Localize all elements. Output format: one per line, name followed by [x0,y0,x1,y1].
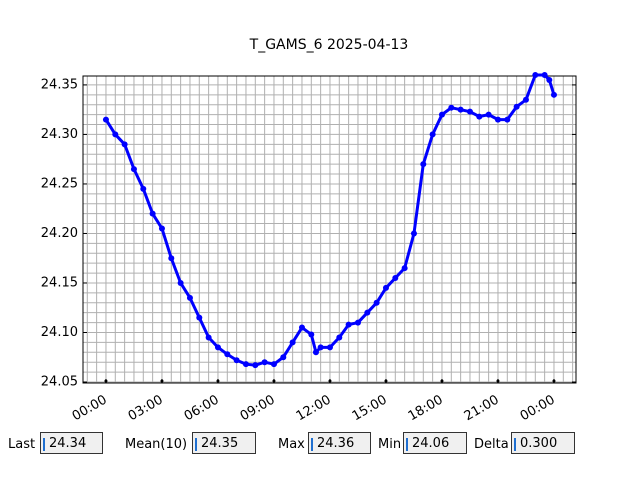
data-point [373,299,380,306]
data-point [252,362,259,369]
data-point [312,349,319,356]
x-tick-dot [440,379,444,383]
plot-frame [82,75,577,384]
data-point [476,113,483,120]
data-point [485,111,492,118]
data-point [354,319,361,326]
data-point [466,108,473,115]
x-tick-dot [272,379,276,383]
x-tick-label: 00:00 [518,393,558,425]
x-tick-dot [216,379,220,383]
data-point [401,265,408,272]
data-point [196,314,203,321]
data-point [280,354,287,361]
data-point [420,161,427,168]
data-point [546,76,553,83]
x-tick-dot [104,379,108,383]
data-point [158,225,165,232]
data-point [261,359,268,366]
data-point [214,344,221,351]
data-point [298,324,305,331]
data-point [494,116,501,123]
data-point [532,72,539,79]
data-point [336,334,343,341]
x-tick-label: 00:00 [70,393,110,425]
x-tick-label: 06:00 [182,393,222,425]
data-point [345,321,352,328]
y-tick-label: 24.15 [41,275,78,290]
stat-label: Delta [474,437,509,452]
stat-field[interactable]: 0.300 [511,432,575,454]
y-tick-label: 24.25 [41,176,78,191]
data-point [233,357,240,364]
data-point [364,309,371,316]
stat-label: Last [8,437,36,452]
data-point [504,116,511,123]
x-tick-label: 12:00 [294,393,334,425]
x-tick-dot [552,379,556,383]
data-point [522,96,529,103]
stat-label: Max [278,437,305,452]
y-tick-label: 24.30 [41,127,78,142]
chart-title: T_GAMS_6 2025-04-13 [249,37,409,53]
x-tick-label: 15:00 [350,393,390,425]
data-point [382,284,389,291]
data-point [224,351,231,358]
data-point [102,116,109,123]
data-point [410,230,417,237]
stat-field[interactable]: 24.36 [308,432,371,454]
stat-field[interactable]: 24.34 [40,432,103,454]
data-point [177,279,184,286]
data-point [140,185,147,192]
data-point [308,331,315,338]
data-point [289,339,296,346]
data-point [186,294,193,301]
data-point [112,131,119,138]
stat-field[interactable]: 24.35 [192,432,256,454]
stat-label: Mean(10) [125,437,188,452]
data-point [168,255,175,262]
stat-field[interactable]: 24.06 [403,432,467,454]
data-point [270,361,277,368]
data-point [448,104,455,111]
data-point [242,361,249,368]
x-tick-dot [328,379,332,383]
data-point [121,141,128,148]
data-point [317,344,324,351]
data-point [392,275,399,282]
data-point [326,344,333,351]
x-tick-label: 03:00 [126,393,166,425]
data-point [205,334,212,341]
data-point [541,72,548,79]
x-tick-dot [160,379,164,383]
x-tick-label: 09:00 [238,393,278,425]
y-tick-label: 24.10 [41,325,78,340]
x-tick-label: 21:00 [462,393,502,425]
data-point [550,91,557,98]
data-point [438,111,445,118]
x-tick-label: 18:00 [406,393,446,425]
y-tick-label: 24.35 [41,77,78,92]
data-point [429,131,436,138]
data-point [513,103,520,110]
data-point [149,210,156,217]
stat-label: Min [378,437,402,452]
data-point [130,166,137,173]
x-tick-dot [496,379,500,383]
data-point [457,106,464,113]
chart: T_GAMS_6 2025-04-13 24.05 24.10 24.15 24.20… [41,37,577,425]
x-tick-dot [384,379,388,383]
y-tick-label: 24.05 [41,375,78,390]
y-tick-label: 24.20 [41,226,78,241]
